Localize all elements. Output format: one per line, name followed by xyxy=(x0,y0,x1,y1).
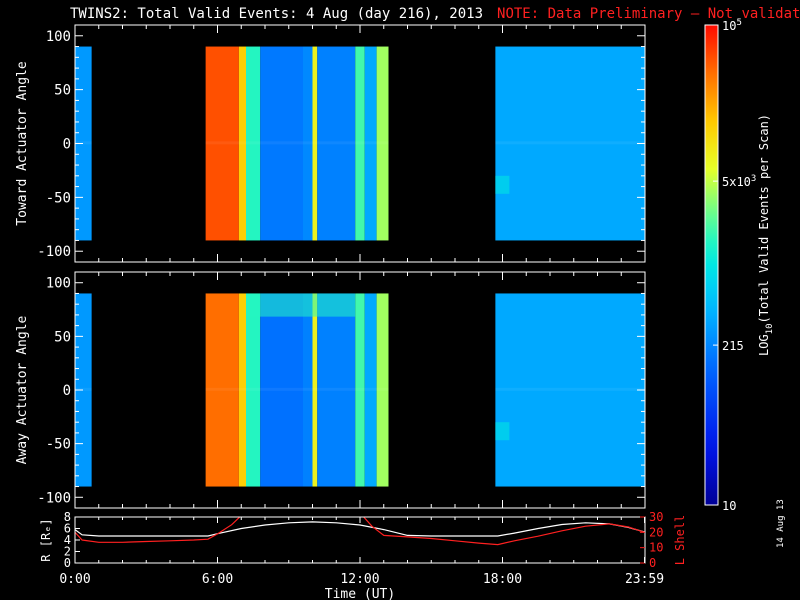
xtick-label-0: 0:00 xyxy=(59,572,90,587)
ytick-label-2: 0 xyxy=(63,137,71,153)
plot-title: TWINS2: Total Valid Events: 4 Aug (day 2… xyxy=(70,6,800,22)
colorbar-ramp xyxy=(704,24,719,506)
r-tick-label-2: 4 xyxy=(64,533,71,547)
heatmap-cell-0 xyxy=(75,46,92,241)
ytick-label-0: 100 xyxy=(46,276,71,292)
series-line-r xyxy=(75,521,645,537)
heatmap-cell-7 xyxy=(317,46,356,241)
r-tick-label-4: 0 xyxy=(64,556,71,570)
upper-angle-enhancement xyxy=(246,293,356,317)
heatmap-cell-5 xyxy=(303,46,313,241)
heatmap-cell-11 xyxy=(495,293,645,487)
heatmap-cell-1 xyxy=(205,293,239,487)
enhancement-blob xyxy=(495,422,510,441)
colorbar-tick-label-2: 215 xyxy=(722,339,744,353)
heatmap-cell-2 xyxy=(238,46,246,241)
heatmap-cell-4 xyxy=(260,293,303,487)
heatmap-cell-8 xyxy=(355,293,365,487)
colorbar-label: LOG10(Total Valid Events per Scan) xyxy=(757,114,775,356)
heatmap-cell-9 xyxy=(364,46,377,241)
lshell-tick-label-0: 30 xyxy=(649,510,663,524)
ytick-label-1: 50 xyxy=(54,329,71,345)
xtick-label-3: 18:00 xyxy=(483,572,522,587)
ytick-label-3: -50 xyxy=(46,190,71,206)
ylabel-top: Toward Actuator Angle xyxy=(15,61,30,226)
colorbar-tick-label-3: 10 xyxy=(722,499,736,513)
xtick-label-2: 12:00 xyxy=(340,572,379,587)
heatmap-cell-9 xyxy=(364,293,377,487)
zero-angle-band-0 xyxy=(75,141,92,145)
series-line-lshell xyxy=(75,517,645,546)
heatmap-cell-4 xyxy=(260,46,303,241)
date-stamp: 14 Aug 13 xyxy=(776,499,786,548)
ytick-label-2: 0 xyxy=(63,383,71,399)
r-tick-label-0: 8 xyxy=(64,510,71,524)
zero-angle-band-0 xyxy=(75,387,92,391)
heatmap-cell-6 xyxy=(312,46,318,241)
xlabel-time: Time (UT) xyxy=(325,587,395,600)
ytick-label-1: 50 xyxy=(54,83,71,99)
heatmap-cell-3 xyxy=(246,293,261,487)
heatmap-cell-2 xyxy=(238,293,246,487)
zero-angle-band-2 xyxy=(495,141,645,145)
heatmap-panel-top: 100 50 0 -50 -100 Toward Actuator Angle xyxy=(15,24,646,263)
heatmap-cell-7 xyxy=(317,293,356,487)
ytick-label-4: -100 xyxy=(37,490,71,506)
colorbar-tick-label-1: 5x103 xyxy=(722,174,756,189)
xtick-label-1: 6:00 xyxy=(202,572,233,587)
ylabel-lshell: L Shell xyxy=(673,515,687,566)
heatmap-cell-8 xyxy=(355,46,365,241)
ylabel-middle: Away Actuator Angle xyxy=(15,315,30,464)
zero-angle-band-1 xyxy=(205,141,389,145)
heatmap-panel-middle: 100 50 0 -50 -100 Away Actuator Angle xyxy=(15,271,646,509)
heatmap-cell-10 xyxy=(376,293,389,487)
xtick-label-4: 23:59 xyxy=(625,572,664,587)
r-tick-label-3: 2 xyxy=(64,545,71,559)
title-text: TWINS2: Total Valid Events: 4 Aug (day 2… xyxy=(70,6,484,22)
colorbar-tick-label-0: 105 xyxy=(722,18,742,33)
lshell-tick-label-1: 20 xyxy=(649,525,663,539)
enhancement-blob xyxy=(495,175,510,194)
ephemeris-frame xyxy=(74,516,646,564)
lshell-tick-label-3: 0 xyxy=(649,556,656,570)
lshell-tick-label-2: 10 xyxy=(649,541,663,555)
heatmap-cell-11 xyxy=(495,46,645,241)
heatmap-cell-10 xyxy=(376,46,389,241)
ylabel-r: R [Rₑ] xyxy=(39,518,53,561)
heatmap-cell-0 xyxy=(75,293,92,487)
r-tick-label-1: 6 xyxy=(64,522,71,536)
preliminary-note: NOTE: Data Preliminary — Not validated xyxy=(497,6,800,22)
heatmap-cell-5 xyxy=(303,293,313,487)
zero-angle-band-1 xyxy=(205,387,389,391)
zero-angle-band-2 xyxy=(495,387,645,391)
heatmap-cell-1 xyxy=(205,46,239,241)
ytick-label-4: -100 xyxy=(37,244,71,260)
ytick-label-0: 100 xyxy=(46,29,71,45)
heatmap-cell-3 xyxy=(246,46,261,241)
ytick-label-3: -50 xyxy=(46,437,71,453)
heatmap-cell-6 xyxy=(312,293,318,487)
colorbar: 105 5x103 215 10 LOG10(Total Valid Events pe… xyxy=(704,18,775,513)
